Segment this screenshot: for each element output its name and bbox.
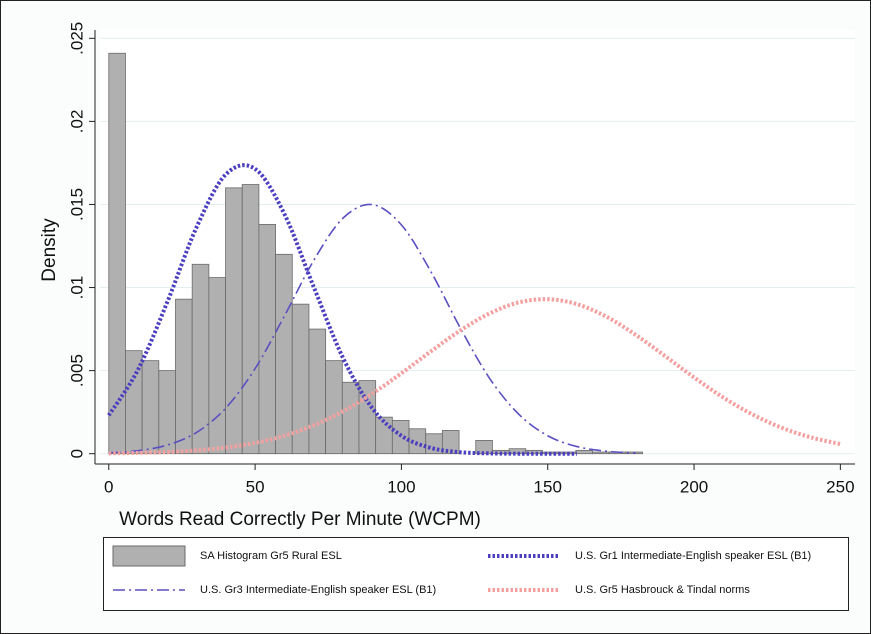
density-curve (107, 163, 577, 456)
histogram-bar (158, 370, 176, 455)
histogram-bar (258, 223, 276, 455)
y-tick-label: .005 (67, 354, 86, 387)
histogram-bar (241, 184, 260, 455)
histogram-bar (125, 350, 143, 455)
y-tick-label: .01 (67, 276, 86, 300)
x-tick-label: 250 (826, 477, 854, 496)
histogram-bar (441, 430, 460, 455)
histogram-bar (375, 416, 393, 455)
histogram-bar (108, 52, 126, 455)
y-tick-label: 0 (67, 449, 86, 458)
histogram-bar (141, 360, 160, 455)
legend (103, 537, 849, 611)
density-curve (108, 203, 636, 454)
histogram-bar (225, 187, 243, 455)
histogram-bar (325, 360, 343, 455)
x-tick-label: 0 (104, 477, 113, 496)
histogram-bar (208, 277, 226, 455)
x-tick-label: 200 (680, 477, 708, 496)
x-tick-label: 50 (246, 477, 265, 496)
legend-swatch (112, 545, 186, 567)
y-tick-label: .025 (67, 22, 86, 55)
x-tick-label: 100 (387, 477, 415, 496)
legend-label: U.S. Gr3 Intermediate-English speaker ES… (200, 584, 436, 596)
y-tick-label: .015 (67, 188, 86, 221)
histogram-bar (175, 298, 193, 455)
histogram-bar (575, 449, 593, 455)
histogram-bar (191, 263, 210, 455)
legend-label: U.S. Gr5 Hasbrouck & Tindal norms (575, 584, 750, 596)
legend-label: SA Histogram Gr5 Rural ESL (200, 550, 342, 562)
histogram-bar (341, 381, 360, 455)
legend-label: U.S. Gr1 Intermediate-English speaker ES… (575, 550, 811, 562)
y-axis-label: Density (39, 218, 60, 282)
x-axis-label: Words Read Correctly Per Minute (WCPM) (119, 509, 481, 530)
x-tick-label: 150 (534, 477, 562, 496)
histogram-bar (592, 451, 610, 455)
histogram-bar (275, 253, 293, 455)
y-tick-label: .02 (67, 110, 86, 134)
histogram-bar (308, 328, 327, 455)
